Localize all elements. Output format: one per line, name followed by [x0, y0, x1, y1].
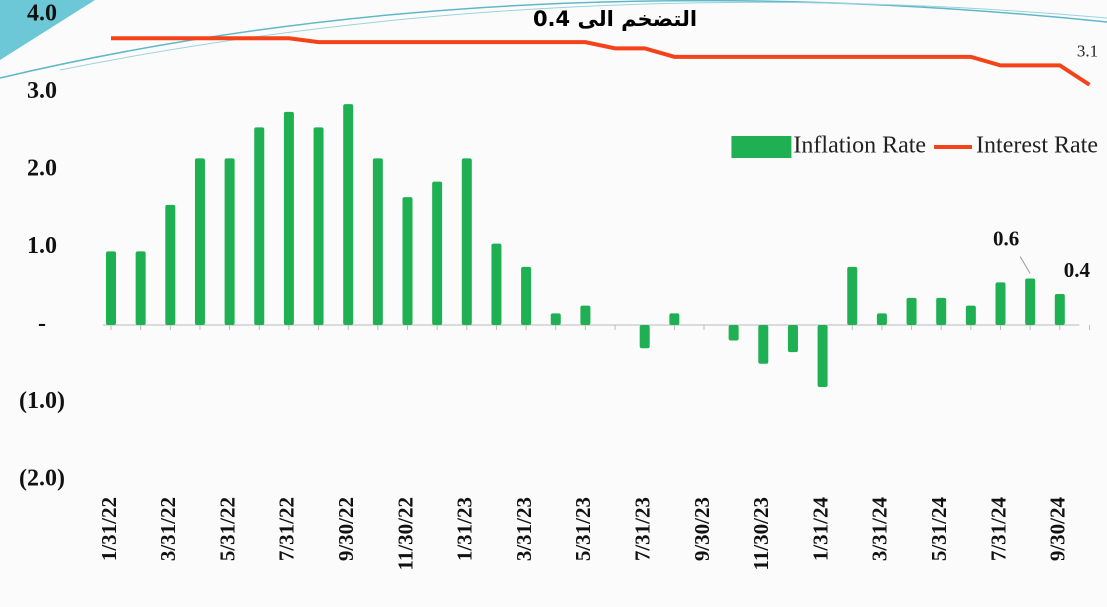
bar	[966, 306, 976, 325]
x-tick-label: 11/30/22	[393, 497, 417, 571]
x-tick-label: 1/31/24	[808, 497, 832, 562]
bar	[818, 325, 828, 387]
y-tick-label: 4.0	[27, 1, 57, 27]
y-tick-label: -	[38, 311, 46, 337]
x-tick-label: 9/30/24	[1046, 497, 1070, 562]
bar	[729, 325, 739, 341]
bar	[462, 158, 472, 325]
x-tick-label: 3/31/23	[512, 497, 536, 561]
bar	[640, 325, 650, 348]
bar	[1025, 279, 1035, 326]
bar	[521, 267, 531, 325]
x-tick-label: 5/31/23	[571, 497, 595, 561]
legend-label: Inflation Rate	[793, 133, 926, 159]
bar	[165, 205, 175, 325]
x-tick-label: 1/31/23	[453, 497, 477, 561]
bar	[847, 267, 857, 325]
x-tick-label: 7/31/23	[631, 497, 655, 561]
y-tick-label: 2.0	[27, 156, 57, 182]
legend-label: Interest Rate	[976, 133, 1098, 159]
x-tick-label: 9/30/22	[334, 497, 358, 561]
chart-title: التضخم الى 0.4	[533, 7, 697, 31]
bar	[936, 298, 946, 325]
bar	[1055, 294, 1065, 325]
data-label: 3.1	[1077, 42, 1098, 61]
bar	[758, 325, 768, 364]
bar	[907, 298, 917, 325]
bar	[314, 127, 324, 325]
bar	[432, 182, 442, 325]
y-tick-label: (1.0)	[19, 388, 65, 414]
leader-line	[1020, 257, 1030, 274]
bar	[580, 306, 590, 325]
x-tick-label: 5/31/24	[927, 497, 951, 562]
data-label: 0.6	[993, 226, 1019, 250]
bar	[551, 313, 561, 325]
x-tick-label: 3/31/22	[156, 497, 180, 561]
x-tick-label: 1/31/22	[97, 497, 121, 561]
bar	[284, 112, 294, 325]
bar	[669, 313, 679, 325]
y-tick-label: 3.0	[27, 78, 57, 104]
x-tick-label: 3/31/24	[868, 497, 892, 562]
legend-swatch	[731, 136, 791, 158]
x-tick-label: 9/30/23	[690, 497, 714, 561]
bar	[136, 251, 146, 325]
line	[111, 38, 1089, 85]
bar	[491, 244, 501, 325]
bar	[403, 197, 413, 325]
x-tick-label: 7/31/24	[986, 497, 1010, 562]
bar	[225, 158, 235, 325]
y-tick-label: (2.0)	[19, 466, 65, 492]
bar	[106, 251, 116, 325]
x-tick-label: 7/31/22	[275, 497, 299, 561]
bar	[996, 282, 1006, 325]
bar	[254, 127, 264, 325]
chart: التضخم الى 0.4 4.0 3.0 2.0 1.0 - (1.0) (2.0) 1/…	[0, 0, 1107, 607]
x-tick-label: 5/31/22	[215, 497, 239, 561]
bar	[877, 313, 887, 325]
bar	[195, 158, 205, 325]
bar	[788, 325, 798, 352]
y-tick-label: 1.0	[27, 233, 57, 259]
data-label: 0.4	[1064, 258, 1091, 282]
bar	[343, 104, 353, 325]
bar	[373, 158, 383, 325]
x-tick-label: 11/30/23	[749, 497, 773, 571]
